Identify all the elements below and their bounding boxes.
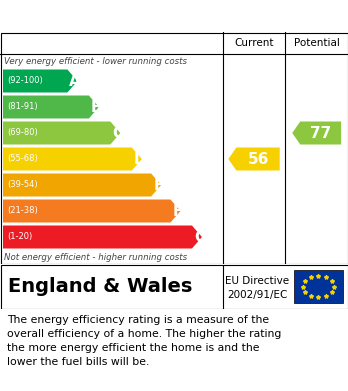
Text: Not energy efficient - higher running costs: Not energy efficient - higher running co… bbox=[4, 253, 187, 262]
Text: 2002/91/EC: 2002/91/EC bbox=[227, 290, 288, 300]
Polygon shape bbox=[3, 70, 77, 93]
Polygon shape bbox=[228, 147, 280, 170]
Text: C: C bbox=[112, 126, 124, 140]
Text: Potential: Potential bbox=[294, 38, 340, 48]
Text: (69-80): (69-80) bbox=[7, 129, 38, 138]
Text: 56: 56 bbox=[247, 151, 269, 167]
Text: (39-54): (39-54) bbox=[7, 181, 38, 190]
Text: 77: 77 bbox=[310, 126, 331, 140]
Text: The energy efficiency rating is a measure of the
overall efficiency of a home. T: The energy efficiency rating is a measur… bbox=[7, 315, 281, 367]
Text: A: A bbox=[69, 74, 81, 88]
Text: Energy Efficiency Rating: Energy Efficiency Rating bbox=[8, 7, 237, 25]
Polygon shape bbox=[3, 147, 142, 170]
Text: G: G bbox=[194, 230, 206, 244]
Text: B: B bbox=[91, 99, 103, 115]
Polygon shape bbox=[3, 95, 99, 118]
Text: Very energy efficient - lower running costs: Very energy efficient - lower running co… bbox=[4, 57, 187, 66]
Text: Current: Current bbox=[234, 38, 274, 48]
Text: (55-68): (55-68) bbox=[7, 154, 38, 163]
Text: (92-100): (92-100) bbox=[7, 77, 43, 86]
Text: E: E bbox=[153, 178, 164, 192]
Text: F: F bbox=[173, 203, 183, 219]
Polygon shape bbox=[3, 122, 120, 145]
Text: (1-20): (1-20) bbox=[7, 233, 32, 242]
Text: (21-38): (21-38) bbox=[7, 206, 38, 215]
Text: (81-91): (81-91) bbox=[7, 102, 38, 111]
Polygon shape bbox=[3, 226, 202, 249]
Polygon shape bbox=[3, 174, 161, 197]
Text: EU Directive: EU Directive bbox=[226, 276, 290, 286]
Bar bbox=[294, 270, 343, 303]
Text: D: D bbox=[134, 151, 147, 167]
Text: England & Wales: England & Wales bbox=[8, 277, 192, 296]
Polygon shape bbox=[292, 122, 341, 145]
Polygon shape bbox=[3, 199, 181, 222]
